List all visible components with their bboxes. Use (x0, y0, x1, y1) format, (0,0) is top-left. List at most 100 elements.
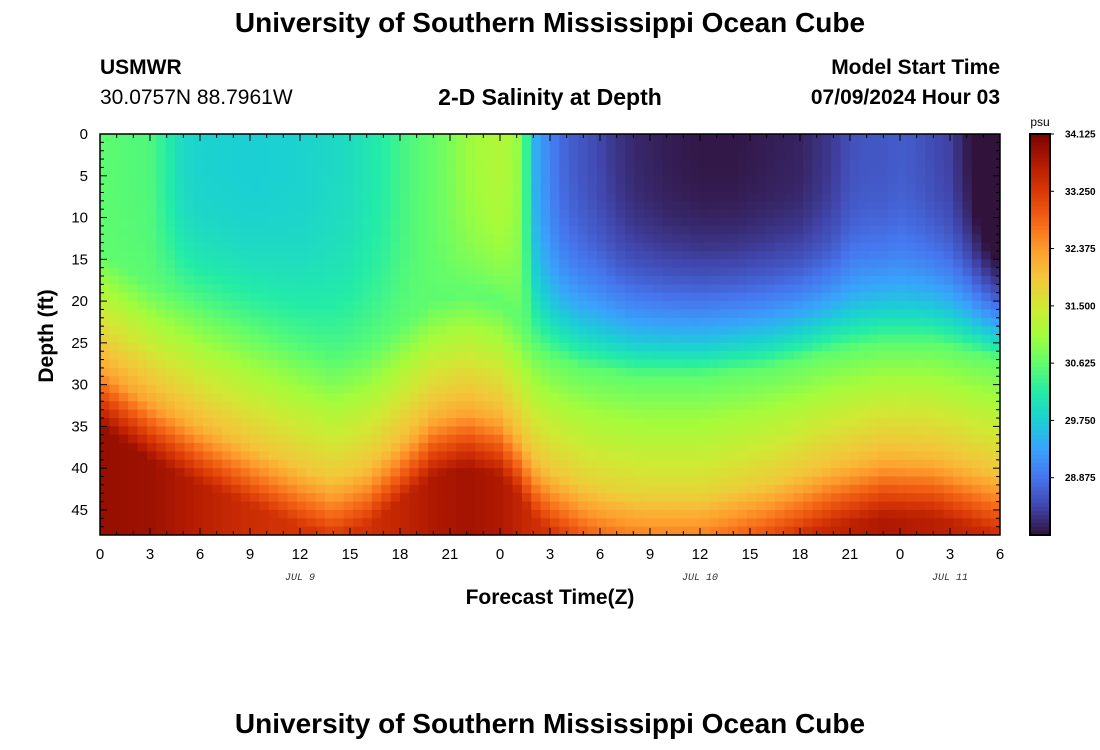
heatmap-cell (990, 434, 1000, 444)
heatmap-cell (250, 309, 260, 319)
heatmap-cell (437, 334, 448, 344)
heatmap-cell (165, 426, 176, 436)
heatmap-cell (175, 468, 185, 478)
heatmap-cell (362, 259, 373, 269)
heatmap-cell (409, 159, 420, 169)
heatmap-cell (868, 501, 879, 511)
heatmap-cell (653, 317, 664, 327)
heatmap-cell (390, 309, 401, 319)
heatmap-cell (700, 259, 710, 269)
colorbar-segment (1030, 418, 1050, 424)
heatmap-cell (512, 493, 523, 503)
heatmap-cell (671, 334, 682, 344)
heatmap-cell (896, 267, 907, 277)
heatmap-cell (409, 484, 420, 494)
heatmap-cell (943, 292, 954, 302)
heatmap-cell (475, 526, 485, 535)
heatmap-cell (756, 209, 767, 219)
heatmap-cell (615, 225, 626, 235)
heatmap-cell (203, 317, 214, 327)
heatmap-cell (568, 384, 579, 394)
heatmap-cell (175, 359, 185, 369)
heatmap-cell (925, 200, 935, 210)
heatmap-cell (625, 367, 635, 377)
heatmap-cell (671, 142, 682, 152)
heatmap-cell (971, 242, 982, 252)
heatmap-cell (484, 418, 495, 427)
heatmap-cell (728, 225, 739, 235)
heatmap-cell (850, 418, 860, 427)
heatmap-cell (100, 434, 110, 444)
heatmap-cell (325, 292, 335, 302)
heatmap-cell (146, 426, 157, 436)
heatmap-cell (193, 409, 204, 419)
heatmap-cell (531, 134, 542, 143)
heatmap-cell (362, 418, 373, 427)
heatmap-cell (981, 242, 992, 252)
heatmap-cell (418, 284, 429, 294)
heatmap-cell (690, 326, 701, 336)
heatmap-cell (409, 209, 420, 219)
heatmap-cell (493, 434, 504, 444)
heatmap-cell (156, 326, 167, 336)
heatmap-cell (718, 175, 729, 185)
heatmap-cell (156, 443, 167, 453)
heatmap-cell (653, 309, 664, 319)
heatmap-cell (915, 392, 926, 402)
heatmap-cell (953, 484, 964, 494)
heatmap-cell (343, 476, 354, 486)
heatmap-cell (343, 501, 354, 511)
heatmap-cell (156, 476, 167, 486)
heatmap-cell (371, 493, 382, 503)
heatmap-cell (484, 359, 495, 369)
heatmap-cell (934, 267, 945, 277)
heatmap-cell (596, 342, 607, 352)
heatmap-cell (971, 267, 982, 277)
heatmap-cell (625, 276, 635, 285)
heatmap-cell (962, 493, 973, 503)
heatmap-cell (203, 484, 214, 494)
heatmap-cell (756, 484, 767, 494)
heatmap-cell (146, 367, 157, 377)
heatmap-cell (512, 292, 523, 302)
heatmap-cell (175, 142, 185, 152)
heatmap-cell (915, 342, 926, 352)
heatmap-cell (278, 359, 289, 369)
heatmap-cell (887, 526, 898, 535)
heatmap-cell (493, 200, 504, 210)
heatmap-cell (287, 426, 298, 436)
heatmap-cell (840, 159, 851, 169)
heatmap-cell (475, 301, 485, 311)
heatmap-cell (653, 250, 664, 260)
heatmap-cell (156, 225, 167, 235)
heatmap-cell (475, 443, 485, 453)
heatmap-cell (343, 392, 354, 402)
heatmap-cell (400, 267, 410, 277)
heatmap-cell (634, 259, 645, 269)
heatmap-cell (812, 301, 823, 311)
heatmap-cell (634, 476, 645, 486)
heatmap-cell (671, 409, 682, 419)
heatmap-cell (953, 334, 964, 344)
heatmap-cell (859, 167, 870, 177)
heatmap-cell (878, 242, 889, 252)
heatmap-cell (906, 150, 917, 160)
heatmap-cell (540, 334, 551, 344)
heatmap-cell (531, 443, 542, 453)
heatmap-cell (268, 484, 279, 494)
heatmap-cell (934, 376, 945, 386)
heatmap-cell (531, 167, 542, 177)
heatmap-cell (409, 134, 420, 143)
heatmap-cell (109, 418, 120, 427)
heatmap-cell (756, 384, 767, 394)
heatmap-cell (531, 142, 542, 152)
heatmap-cell (746, 468, 757, 478)
heatmap-cell (662, 342, 673, 352)
heatmap-cell (165, 209, 176, 219)
heatmap-cell (587, 493, 598, 503)
heatmap-cell (165, 476, 176, 486)
heatmap-cell (596, 134, 607, 143)
heatmap-cell (456, 192, 467, 202)
heatmap-cell (343, 484, 354, 494)
heatmap-cell (550, 192, 560, 202)
